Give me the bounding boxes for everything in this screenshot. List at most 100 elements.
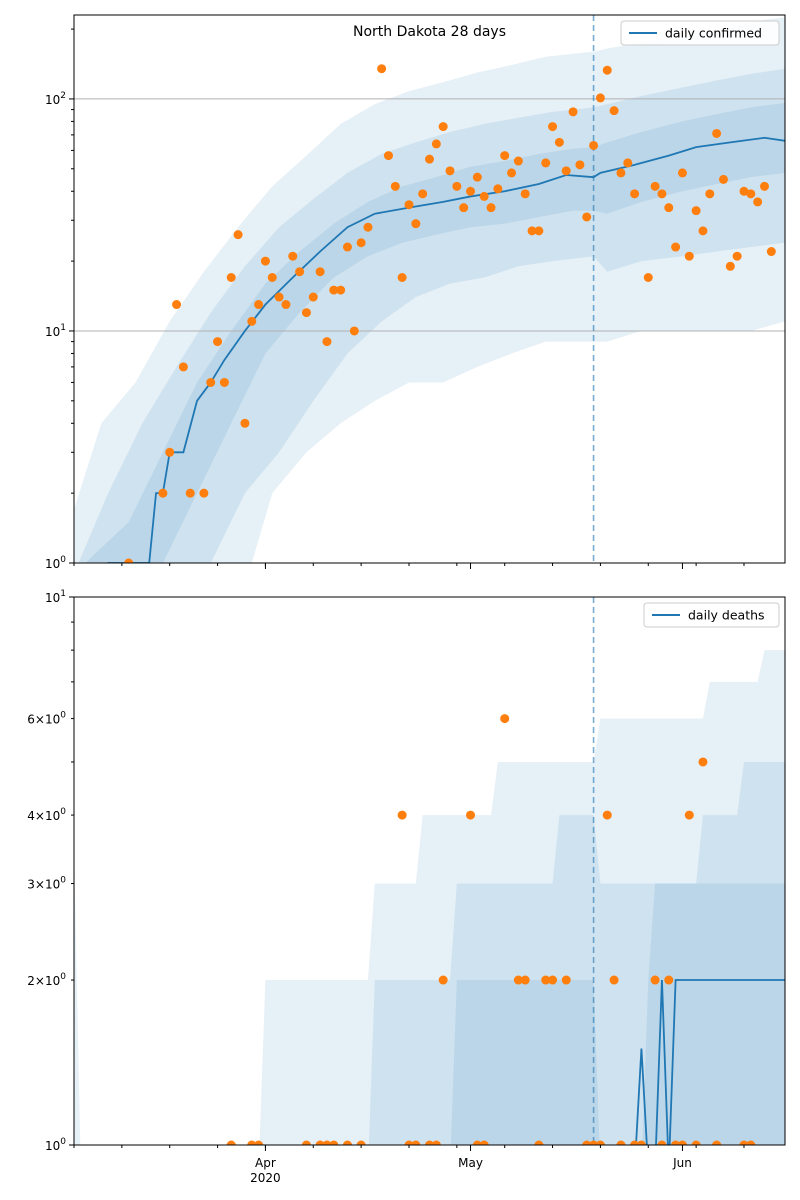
- band-middle: [78, 68, 785, 563]
- y-minor-tick-label: 4×100: [27, 807, 66, 823]
- data-point: [589, 140, 599, 150]
- y-minor-tick-label: 3×100: [27, 876, 66, 892]
- data-point: [541, 975, 551, 985]
- y-tick-label: 102: [45, 91, 66, 107]
- data-point: [281, 300, 291, 310]
- y-minor-tick-label: 2×100: [27, 972, 66, 988]
- data-point: [486, 203, 496, 213]
- data-point: [609, 106, 619, 116]
- data-point: [507, 168, 517, 178]
- data-point: [493, 184, 503, 194]
- data-point: [254, 300, 264, 310]
- data-point: [520, 189, 530, 199]
- data-point: [199, 488, 209, 498]
- data-point: [527, 226, 537, 236]
- data-point: [725, 261, 735, 271]
- chart-title: North Dakota 28 days: [353, 24, 506, 40]
- data-point: [513, 975, 523, 985]
- data-point: [548, 122, 558, 132]
- data-point: [247, 316, 257, 326]
- data-point: [466, 810, 476, 820]
- data-point: [425, 154, 434, 164]
- data-point: [165, 447, 175, 457]
- data-point: [623, 158, 633, 168]
- y-tick-label: 101: [45, 323, 66, 339]
- data-point: [561, 975, 571, 985]
- data-point: [561, 166, 571, 176]
- data-point: [178, 362, 188, 372]
- data-point: [329, 285, 339, 295]
- data-point: [397, 272, 407, 282]
- data-point: [595, 1140, 605, 1145]
- data-point: [472, 1140, 482, 1145]
- data-point: [691, 206, 701, 216]
- data-point: [630, 1140, 640, 1145]
- data-point: [315, 267, 325, 277]
- data-point: [691, 1140, 701, 1145]
- data-point: [739, 1140, 749, 1145]
- data-point: [548, 975, 558, 985]
- data-point: [746, 1140, 756, 1145]
- data-point: [459, 203, 469, 213]
- data-point: [739, 186, 749, 196]
- data-point: [377, 64, 387, 74]
- y-tick-label: 100: [45, 555, 66, 571]
- median-line: [105, 136, 785, 563]
- plot-area: [74, 597, 785, 1145]
- data-point: [534, 1140, 544, 1145]
- data-point: [158, 488, 168, 498]
- band-inner: [85, 103, 785, 563]
- data-point: [247, 1140, 257, 1145]
- legend-label: daily deaths: [688, 608, 765, 623]
- axes-frame: [73, 596, 786, 1146]
- data-point: [425, 1140, 434, 1145]
- legend: daily deaths: [643, 602, 780, 628]
- data-point: [650, 181, 660, 191]
- data-point: [472, 172, 482, 182]
- data-point: [753, 197, 763, 207]
- data-point: [664, 975, 674, 985]
- data-point: [684, 810, 694, 820]
- data-point: [568, 107, 578, 117]
- y-tick-label: 100: [45, 1137, 66, 1153]
- data-point: [260, 256, 270, 266]
- data-point: [698, 757, 708, 767]
- data-point: [698, 226, 708, 236]
- data-point: [431, 1140, 441, 1145]
- band-outer: [74, 17, 785, 563]
- data-point: [636, 1140, 646, 1145]
- data-point: [671, 1140, 681, 1145]
- legend-box: [620, 20, 780, 46]
- data-point: [349, 326, 359, 336]
- data-point: [322, 337, 332, 347]
- data-point: [582, 212, 592, 222]
- data-point: [541, 158, 551, 168]
- data-point: [233, 230, 243, 240]
- legend-box: [643, 602, 780, 628]
- data-point: [254, 1140, 264, 1145]
- data-point: [397, 810, 407, 820]
- data-point: [342, 1140, 352, 1145]
- x-year-label: 2020: [250, 1171, 281, 1185]
- y-minor-tick-label: 6×100: [27, 711, 66, 727]
- data-point: [213, 337, 223, 347]
- x-tick-label: Jun: [672, 1156, 692, 1170]
- axes-frame: [73, 14, 786, 564]
- data-point: [759, 181, 769, 191]
- data-point: [589, 1140, 599, 1145]
- data-point: [712, 1140, 722, 1145]
- data-point: [226, 272, 236, 282]
- data-point: [445, 166, 455, 176]
- data-point: [431, 139, 441, 149]
- data-point: [288, 251, 298, 261]
- legend: daily confirmed: [620, 20, 780, 46]
- data-point: [438, 122, 448, 132]
- data-point: [308, 292, 318, 302]
- data-point: [664, 203, 674, 213]
- data-point: [329, 1140, 339, 1145]
- band-inner: [450, 883, 785, 1145]
- data-point: [404, 1140, 414, 1145]
- data-point: [322, 1140, 332, 1145]
